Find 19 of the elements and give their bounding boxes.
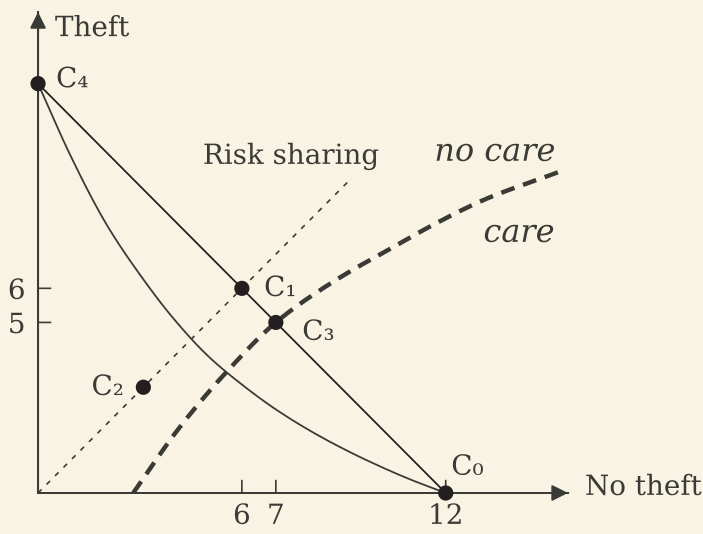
y-axis-title: Theft xyxy=(55,14,130,36)
x-axis-title: No theft xyxy=(586,474,702,496)
point xyxy=(136,380,151,395)
annotation: C₃ xyxy=(304,319,334,340)
annotation: care xyxy=(484,224,554,242)
point xyxy=(438,485,454,501)
annotation: C₂ xyxy=(93,374,122,396)
annotation: no care xyxy=(436,144,554,162)
y-tick-label: 5 xyxy=(10,312,24,334)
x-tick-label: 7 xyxy=(269,504,283,524)
point xyxy=(268,314,284,330)
point xyxy=(234,280,250,296)
annotation: C₁ xyxy=(266,275,294,296)
x-tick-label: 6 xyxy=(234,503,249,524)
annotation: C₄ xyxy=(58,66,88,88)
annotation: C₀ xyxy=(452,454,483,476)
x-tick-label: 12 xyxy=(431,503,461,524)
point xyxy=(30,76,46,92)
series-label: Risk sharing xyxy=(204,142,378,170)
